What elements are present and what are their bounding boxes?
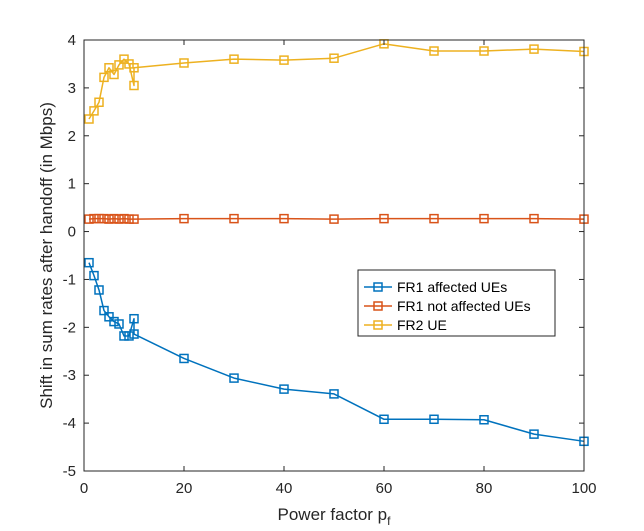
data-point: [94, 213, 104, 224]
y-tick-label: -4: [63, 415, 76, 432]
data-point: [119, 331, 129, 341]
legend-marker: [373, 282, 383, 292]
data-point: [479, 46, 489, 56]
data-point: [89, 213, 99, 224]
data-point: [124, 331, 134, 341]
data-point: [109, 316, 119, 327]
data-point: [179, 353, 189, 364]
data-point: [179, 213, 189, 224]
data-point: [329, 389, 339, 399]
y-tick-label: -2: [63, 319, 76, 336]
ticks-layer: 0 20 40 60 80 100 -5 -4 -3 -2 -1 0 1 2 3 4: [63, 32, 597, 497]
data-point: [109, 69, 119, 80]
data-point: [479, 415, 489, 425]
y-tick-label: 0: [68, 224, 76, 241]
data-point: [99, 305, 109, 316]
plot-area: [84, 40, 584, 471]
data-point: [94, 285, 104, 295]
y-tick-label: -3: [63, 367, 76, 384]
series-2: [84, 213, 589, 224]
data-point: [229, 54, 239, 64]
data-point: [179, 58, 189, 68]
data-point: [529, 213, 539, 224]
y-tick-label: -1: [63, 271, 76, 288]
series-line: [88, 262, 585, 443]
data-point: [84, 257, 94, 268]
data-point: [104, 312, 114, 322]
legend-item: FR2 UE: [364, 317, 447, 333]
data-point: [89, 106, 99, 116]
data-point: [119, 213, 129, 224]
data-point: [379, 414, 389, 425]
data-point: [109, 213, 119, 224]
legend-item: FR1 affected UEs: [364, 279, 507, 295]
x-tick-label: 0: [80, 480, 88, 497]
series-1: [84, 257, 589, 447]
data-point: [479, 213, 489, 224]
data-point: [84, 114, 94, 124]
data-point: [529, 44, 539, 54]
data-point: [429, 46, 439, 56]
legend-label: FR1 not affected UEs: [397, 298, 531, 314]
x-tick-label: 80: [476, 480, 493, 497]
data-point: [129, 329, 139, 339]
data-point: [99, 72, 109, 83]
legend-label: FR1 affected UEs: [397, 279, 507, 295]
data-point: [129, 80, 139, 91]
data-point: [84, 214, 94, 224]
data-point: [129, 63, 139, 73]
legend: FR1 affected UEs FR1 not affected UEs FR2 …: [357, 269, 556, 337]
y-axis-label: Shift in sum rates after handoff (in Mbp…: [37, 102, 56, 409]
axes-box: [83, 39, 585, 472]
data-point: [529, 429, 539, 439]
data-point: [99, 213, 109, 224]
x-tick-label: 60: [376, 480, 393, 497]
data-point: [94, 97, 104, 108]
data-point: [379, 213, 389, 224]
data-point: [114, 60, 124, 70]
y-tick-label: -5: [63, 463, 76, 480]
data-point: [329, 214, 339, 224]
data-point: [104, 63, 114, 73]
series-layer: [84, 39, 589, 447]
y-tick-label: 3: [68, 80, 76, 97]
data-point: [279, 213, 289, 224]
y-tick-label: 4: [68, 32, 76, 49]
x-tick-label: 40: [276, 480, 293, 497]
data-point: [229, 373, 239, 383]
x-axis-label: Power factor pf: [278, 505, 392, 528]
data-point: [429, 213, 439, 224]
data-point: [114, 319, 124, 329]
data-point: [279, 55, 289, 65]
legend-label: FR2 UE: [397, 317, 447, 333]
x-tick-label: 100: [571, 480, 596, 497]
data-point: [229, 213, 239, 224]
data-point: [104, 214, 114, 224]
data-point: [119, 54, 129, 64]
data-point: [89, 270, 99, 281]
data-point: [129, 214, 139, 224]
legend-marker: [373, 320, 383, 330]
series-line: [88, 43, 585, 120]
data-point: [329, 53, 339, 63]
data-point: [129, 313, 139, 324]
data-point: [124, 214, 134, 224]
x-axis-label-subscript: f: [387, 514, 391, 528]
x-axis-label-main: Power factor p: [278, 505, 388, 524]
data-point: [114, 214, 124, 224]
y-tick-label: 2: [68, 128, 76, 145]
x-tick-label: 20: [176, 480, 193, 497]
data-point: [429, 414, 439, 425]
data-point: [279, 384, 289, 394]
legend-marker: [373, 301, 383, 311]
legend-item: FR1 not affected UEs: [364, 298, 531, 314]
y-tick-label: 1: [68, 176, 76, 193]
